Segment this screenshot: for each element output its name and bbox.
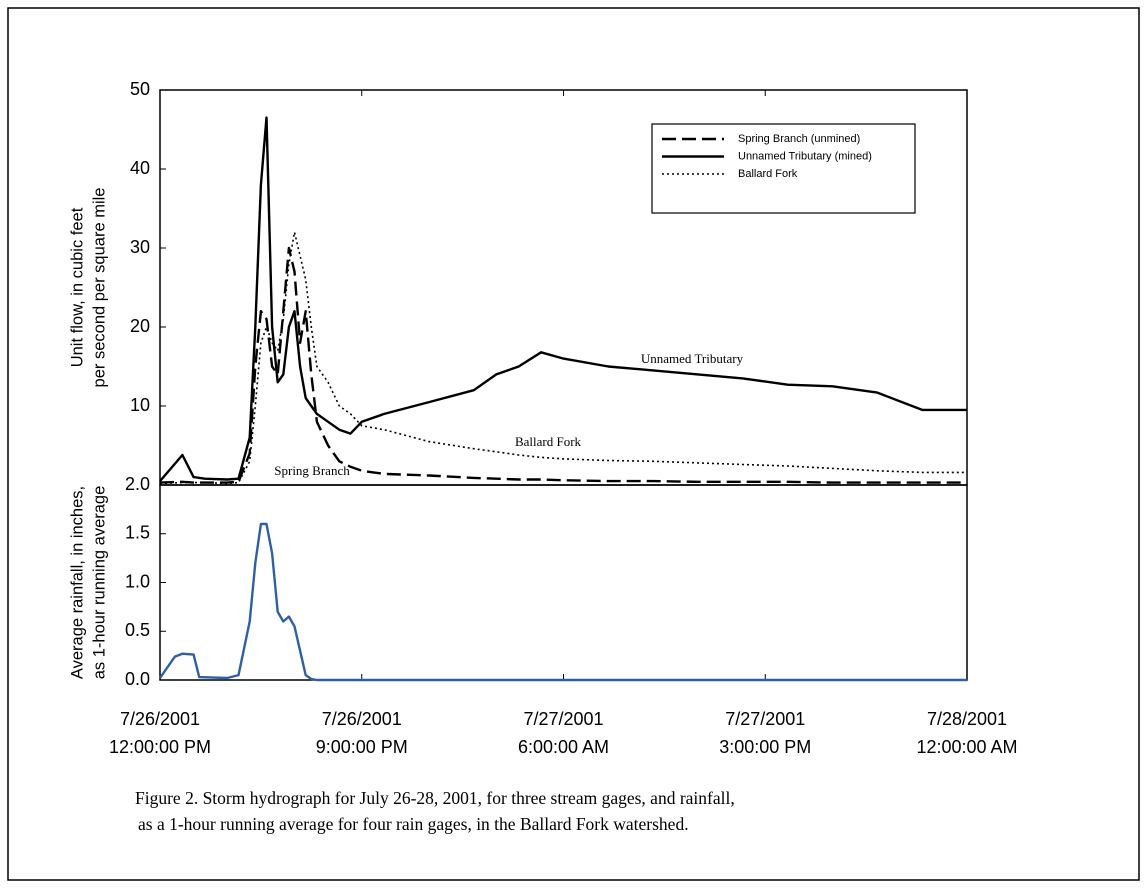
y-tick-label: 1.5 xyxy=(125,523,150,543)
y-tick-label: 30 xyxy=(130,237,150,257)
x-tick-label: 7/28/2001 xyxy=(927,709,1007,729)
x-tick-label: 6:00:00 AM xyxy=(518,737,609,757)
legend-label: Unnamed Tributary (mined) xyxy=(738,150,872,162)
x-tick-label: 12:00:00 AM xyxy=(916,737,1017,757)
x-tick-label: 9:00:00 PM xyxy=(316,737,408,757)
y-tick-label: 0.0 xyxy=(125,669,150,689)
series-line xyxy=(159,116,967,482)
series-line xyxy=(159,522,967,682)
x-tick-label: 12:00:00 PM xyxy=(109,737,211,757)
x-tick-label: 3:00:00 PM xyxy=(719,737,811,757)
y-axis-label: Unit flow, in cubic feet xyxy=(68,207,86,367)
x-tick-label: 7/27/2001 xyxy=(725,709,805,729)
y-tick-label: 0.5 xyxy=(125,620,150,640)
y-axis-label: per second per square mile xyxy=(90,188,108,388)
caption: Figure 2. Storm hydrograph for July 26-2… xyxy=(135,788,735,808)
annotation: Ballard Fork xyxy=(515,434,582,449)
annotation: Spring Branch xyxy=(274,463,350,478)
x-tick-label: 7/27/2001 xyxy=(523,709,603,729)
y-tick-label: 10 xyxy=(130,395,150,415)
series-line xyxy=(159,231,967,485)
y-tick-label: 2.0 xyxy=(125,474,150,494)
caption: as a 1-hour running average for four rai… xyxy=(138,814,689,834)
annotation: Unnamed Tributary xyxy=(641,351,744,366)
x-tick-label: 7/26/2001 xyxy=(120,709,200,729)
y-tick-label: 20 xyxy=(130,316,150,336)
y-axis-label: Average rainfall, in inches, xyxy=(68,486,86,679)
y-axis-label: as 1-hour running average xyxy=(90,486,108,680)
y-tick-label: 50 xyxy=(130,79,150,99)
series-line xyxy=(159,246,967,484)
x-tick-label: 7/26/2001 xyxy=(322,709,402,729)
frame xyxy=(7,7,1140,881)
y-tick-label: 40 xyxy=(130,158,150,178)
legend-label: Spring Branch (unmined) xyxy=(738,133,860,145)
legend-label: Ballard Fork xyxy=(738,168,798,180)
y-tick-label: 1.0 xyxy=(125,571,150,591)
